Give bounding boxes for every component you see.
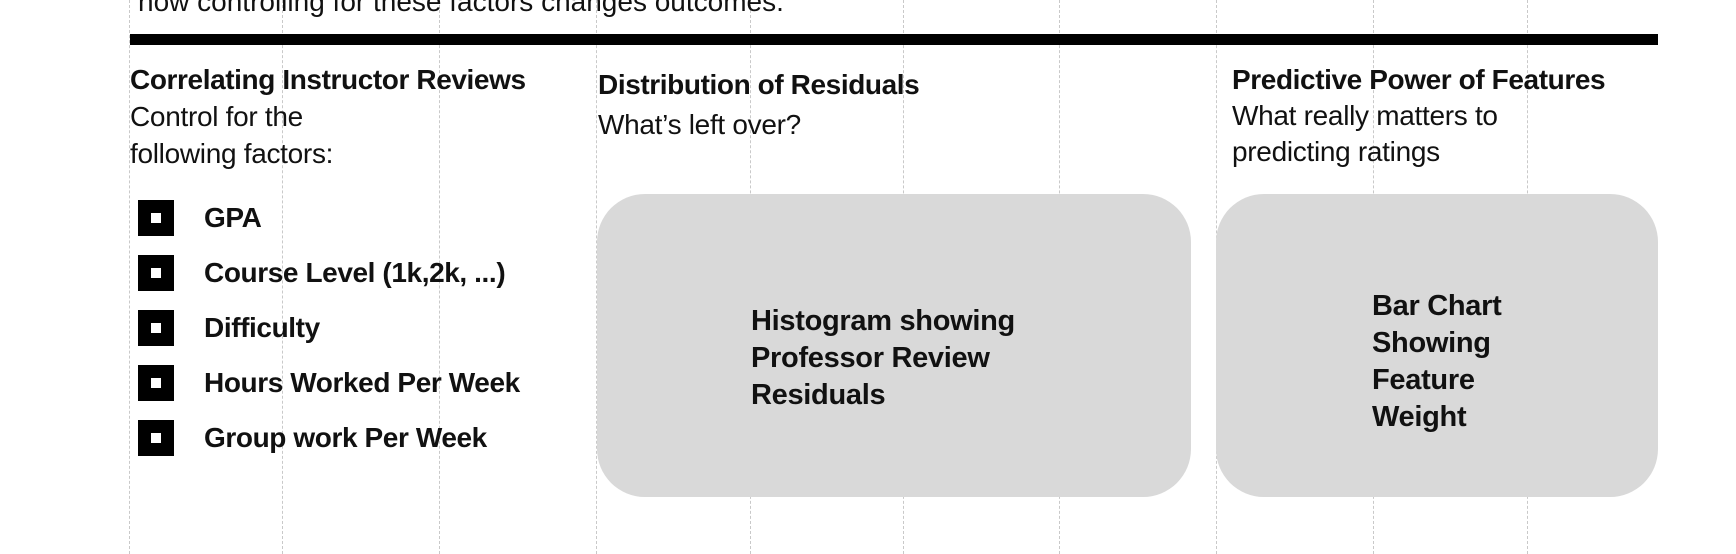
control-factor-label: Difficulty [204, 311, 320, 343]
checkbox-icon[interactable] [138, 199, 174, 236]
bar-chart-placeholder [1216, 194, 1658, 497]
control-factor-list: GPA Course Level (1k,2k, ...) Difficulty… [138, 190, 520, 465]
placeholder-label-line: Feature [1372, 364, 1475, 396]
features-subtitle-line1: What really matters to [1232, 100, 1498, 131]
control-factor-label: Course Level (1k,2k, ...) [204, 256, 506, 288]
checkbox-icon[interactable] [138, 309, 174, 346]
checkbox-icon[interactable] [138, 364, 174, 401]
control-factor-item[interactable]: GPA [138, 190, 520, 245]
control-factor-label: GPA [204, 201, 262, 233]
placeholder-label-line: Showing [1372, 327, 1491, 359]
placeholder-label-line: Weight [1372, 401, 1467, 433]
control-factor-label: Hours Worked Per Week [204, 366, 520, 398]
controls-subtitle-line2: following factors: [130, 138, 334, 169]
histogram-placeholder [597, 194, 1191, 497]
checkbox-icon[interactable] [138, 254, 174, 291]
layout-gridline [282, 0, 283, 554]
control-factor-item[interactable]: Difficulty [138, 300, 520, 355]
controls-title: Correlating Instructor Reviews [130, 64, 526, 95]
layout-gridline [129, 0, 130, 554]
section-divider [130, 34, 1658, 45]
layout-gridline [439, 0, 440, 554]
placeholder-label-line: Histogram showing [751, 305, 1015, 337]
residuals-subtitle: What’s left over? [598, 109, 801, 140]
histogram-placeholder-label: Histogram showing Professor Review Resid… [751, 303, 1015, 414]
checkbox-icon[interactable] [138, 419, 174, 456]
control-factor-item[interactable]: Group work Per Week [138, 410, 520, 465]
control-factor-label: Group work Per Week [204, 421, 487, 453]
residuals-title: Distribution of Residuals [598, 69, 920, 100]
controls-subtitle-line1: Control for the [130, 101, 303, 132]
placeholder-label-line: Professor Review [751, 342, 990, 374]
placeholder-label-line: Bar Chart [1372, 290, 1502, 322]
layout-gridline [596, 0, 597, 554]
intro-text-fragment: how controlling for these factors change… [138, 0, 784, 17]
placeholder-label-line: Residuals [751, 379, 886, 411]
bar-chart-placeholder-label: Bar Chart Showing Feature Weight [1372, 288, 1502, 436]
features-title: Predictive Power of Features [1232, 64, 1606, 95]
features-subtitle-line2: predicting ratings [1232, 136, 1440, 167]
control-factor-item[interactable]: Course Level (1k,2k, ...) [138, 245, 520, 300]
control-factor-item[interactable]: Hours Worked Per Week [138, 355, 520, 410]
